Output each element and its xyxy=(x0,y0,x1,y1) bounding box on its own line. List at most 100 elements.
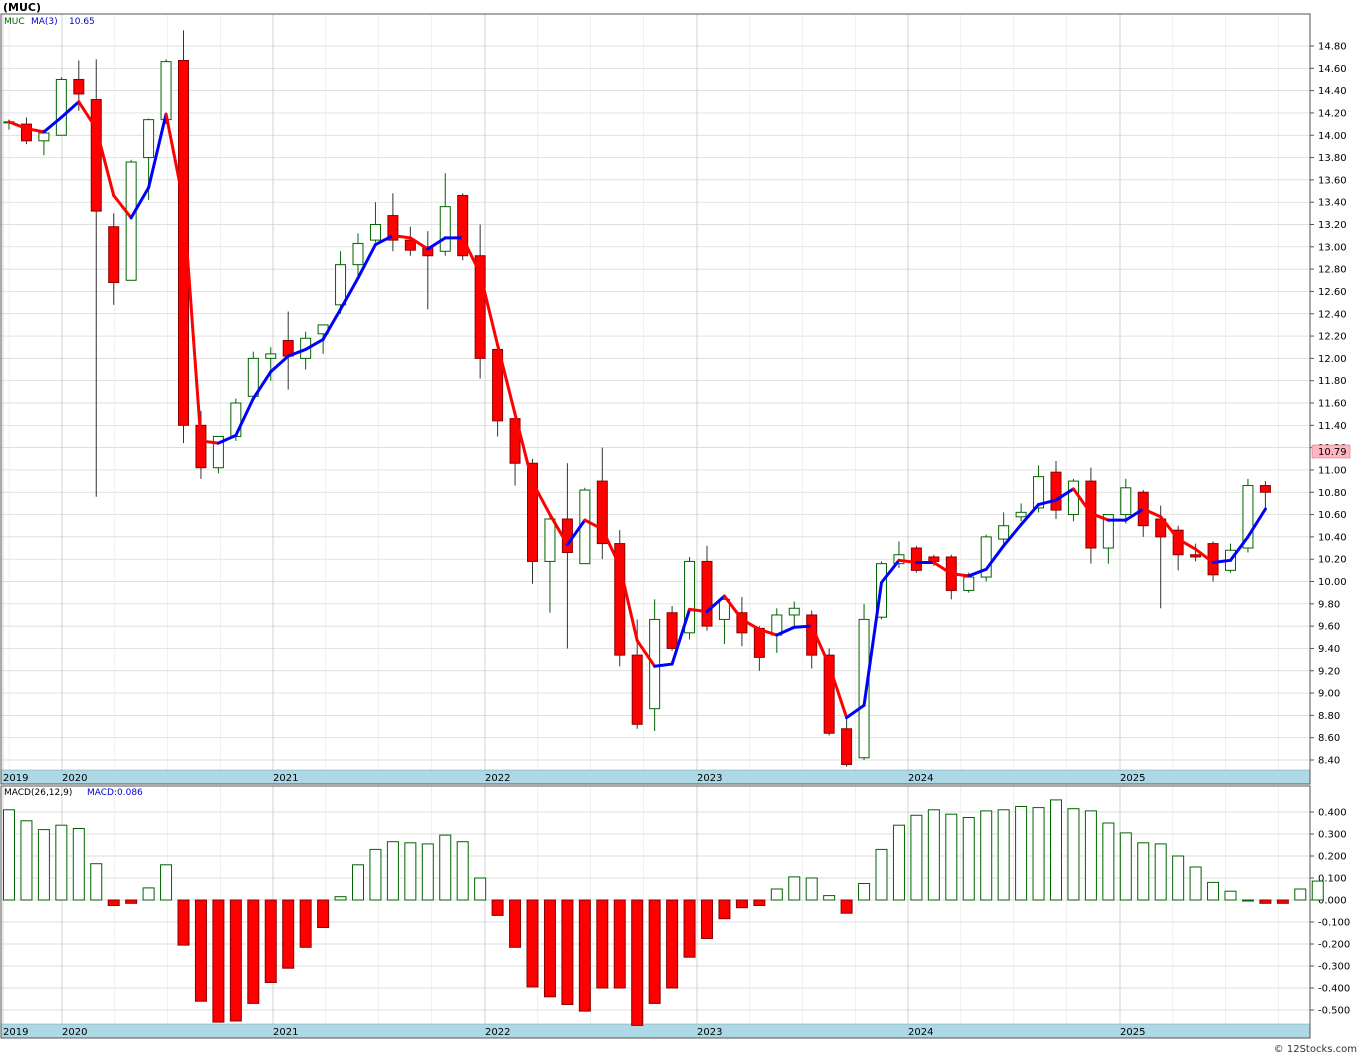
ma-segment xyxy=(251,370,273,401)
last-price-tag-text: 10.79 xyxy=(1318,447,1347,458)
candle xyxy=(178,30,189,444)
candle-body xyxy=(980,536,992,578)
time-tick-label: 2021 xyxy=(273,1027,298,1038)
price-tick-label: 8.40 xyxy=(1318,756,1340,767)
ma-segment xyxy=(356,243,377,280)
ma-segment xyxy=(1054,487,1075,502)
ma-segment xyxy=(984,544,1006,571)
macd-bar xyxy=(1084,810,1097,901)
candle-body xyxy=(404,239,416,251)
candle xyxy=(387,193,399,252)
ma-segment xyxy=(24,127,46,134)
candle-body xyxy=(544,518,556,562)
candle xyxy=(1259,481,1271,508)
macd-bar xyxy=(386,841,399,901)
price-tick-label: 10.60 xyxy=(1318,510,1347,521)
macd-bar xyxy=(72,828,85,901)
time-axis-bands xyxy=(0,769,1311,1039)
candle xyxy=(1067,478,1079,522)
price-tick-label: 8.60 xyxy=(1318,733,1340,744)
macd-bar xyxy=(1119,832,1132,901)
ma-segment xyxy=(688,607,709,614)
candle xyxy=(841,715,853,767)
macd-bar xyxy=(317,899,330,928)
price-time-axis-band xyxy=(0,769,1311,785)
candle-body xyxy=(1259,485,1271,493)
price-tick-label: 14.00 xyxy=(1318,131,1347,142)
ma-segment xyxy=(478,272,500,347)
ma-segment xyxy=(304,337,325,351)
macd-bar xyxy=(1050,799,1062,901)
macd-bar xyxy=(491,899,504,916)
ma-segment xyxy=(897,558,918,565)
last-price-tag: 10.79 xyxy=(1311,444,1351,459)
candle-body xyxy=(422,246,434,257)
ma-segment xyxy=(373,234,395,247)
macd-bar xyxy=(474,877,487,901)
time-axis-ticks: 2019 2019 2020 2020 2021 2021 2022 2022 2023 2023… xyxy=(3,773,1145,1038)
macd-bar xyxy=(631,899,644,1026)
candle xyxy=(666,606,678,651)
macd-legend-label: MACD(26,12,9) xyxy=(4,788,72,798)
macd-bar xyxy=(840,899,853,914)
time-tick-label: 2025 xyxy=(1120,773,1145,784)
macd-bar xyxy=(229,899,242,1022)
ma-segment xyxy=(182,200,203,443)
price-legend: MUC MA(3) 10.65 xyxy=(4,17,95,27)
price-panel-frame xyxy=(0,13,1311,785)
ma-segment xyxy=(339,276,360,311)
macd-bar xyxy=(735,899,748,909)
ma-segment xyxy=(740,617,761,631)
time-tick-label: 2023 xyxy=(697,773,722,784)
ma-segment xyxy=(94,127,116,197)
ma-segment xyxy=(391,234,412,240)
macd-legend-value: MACD:0.086 xyxy=(87,788,143,798)
ma-segment xyxy=(129,186,151,220)
price-tick-label: 8.80 xyxy=(1318,711,1340,722)
ma-segment xyxy=(600,527,622,568)
macd-bar xyxy=(264,899,277,983)
macd-panel-frame xyxy=(0,785,1311,1039)
candle-body xyxy=(369,224,381,241)
macd-bar xyxy=(823,895,836,901)
ma-segment xyxy=(949,572,971,578)
candle-body xyxy=(596,480,608,545)
candle xyxy=(684,556,696,640)
macd-bar xyxy=(421,843,434,901)
macd-bar xyxy=(788,876,801,901)
candle-body xyxy=(73,78,85,95)
macd-bar xyxy=(910,814,923,901)
ma-segment xyxy=(59,100,81,119)
macd-bar xyxy=(892,824,905,901)
candle-body xyxy=(55,78,67,136)
ma-segment xyxy=(199,439,220,445)
candle xyxy=(858,603,870,760)
ma-segment xyxy=(216,433,238,445)
macd-bar xyxy=(107,899,120,906)
ma-segment xyxy=(880,558,901,585)
macd-tick-label: -0.200 xyxy=(1318,940,1350,951)
ma-segment xyxy=(1141,507,1163,519)
macd-bar xyxy=(125,899,138,904)
price-tick-label: 11.60 xyxy=(1318,399,1347,410)
macd-bar xyxy=(718,899,731,920)
candle-body xyxy=(928,556,940,562)
candle xyxy=(1242,478,1254,553)
price-axis-ticks: 14.80 14.60 14.40 14.20 14.00 13.80 13.60 13.40… xyxy=(1310,42,1347,767)
ma-segment xyxy=(810,624,831,667)
macd-bar xyxy=(37,829,50,901)
ma-segment xyxy=(722,594,744,621)
time-tick-label: 2025 xyxy=(1120,1027,1145,1038)
candle-body xyxy=(1015,511,1027,518)
macd-bar xyxy=(683,899,696,958)
time-tick-label: 2020 xyxy=(62,773,87,784)
candle-body xyxy=(1033,476,1045,509)
macd-bar xyxy=(666,899,679,989)
macd-bar xyxy=(701,899,713,939)
ma-segment xyxy=(705,594,726,614)
price-tick-label: 14.60 xyxy=(1318,64,1347,75)
candle-body xyxy=(788,607,800,616)
ma-segment xyxy=(1037,498,1058,507)
candle xyxy=(20,117,32,145)
